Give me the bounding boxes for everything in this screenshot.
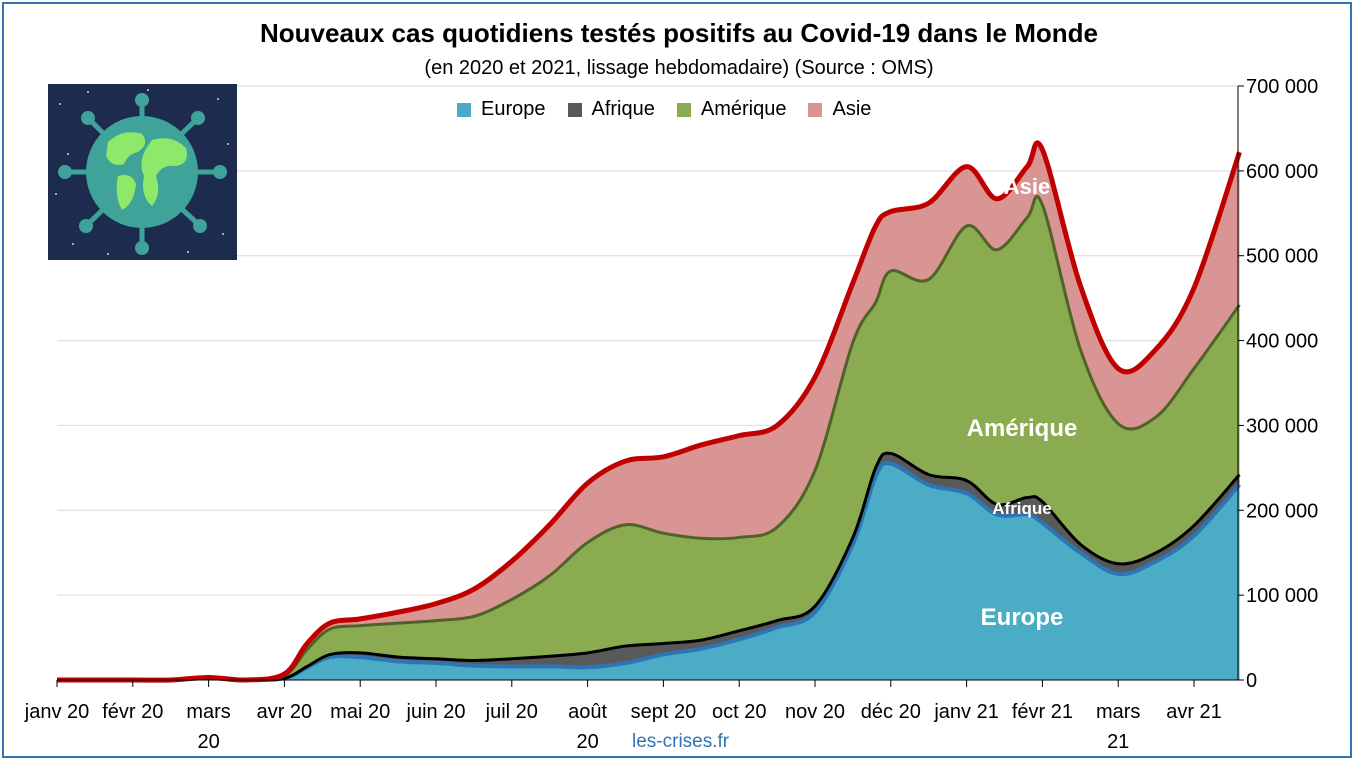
- x-tick-label: juin 20: [406, 701, 466, 723]
- source-credit: les-crises.fr: [632, 731, 730, 752]
- annotation-amerique: Amérique: [967, 415, 1078, 442]
- x-tick-label: avr 21: [1166, 701, 1222, 723]
- x-tick-label: sept 20: [631, 701, 697, 723]
- legend-label-europe: Europe: [481, 98, 546, 120]
- y-tick-label: 500 000: [1246, 246, 1318, 268]
- legend: Europe Afrique Amérique Asie: [457, 98, 871, 121]
- legend-item-amerique: Amérique: [676, 98, 787, 121]
- x-tick-label: nov 20: [785, 701, 845, 723]
- x-tick-label: févr 21: [1012, 701, 1073, 723]
- globe-virus-icon: [48, 84, 237, 260]
- x-tick-label: août: [568, 701, 607, 723]
- x-tick-label: déc 20: [861, 701, 921, 723]
- line-total: [57, 140, 1242, 683]
- legend-label-asie: Asie: [832, 98, 872, 120]
- x-tick-label: 20: [197, 731, 219, 753]
- annotation-afrique: Afrique: [992, 499, 1052, 518]
- y-tick-label: 700 000: [1246, 76, 1318, 98]
- y-tick-label: 0: [1246, 670, 1257, 692]
- x-tick-label: avr 20: [257, 701, 313, 723]
- legend-item-europe: Europe: [457, 98, 546, 121]
- chart-title: Nouveaux cas quotidiens testés positifs …: [260, 18, 1098, 48]
- legend-swatch-asie: [808, 102, 823, 117]
- annotation-asie: Asie: [1004, 174, 1050, 199]
- x-tick-label: mai 20: [330, 701, 390, 723]
- y-tick-label: 600 000: [1246, 161, 1318, 183]
- legend-item-asie: Asie: [808, 98, 871, 121]
- y-tick-label: 100 000: [1246, 585, 1318, 607]
- area-europe: [57, 463, 1240, 681]
- x-tick-label: janv 20: [24, 701, 90, 723]
- x-tick-label: juil 20: [485, 701, 538, 723]
- y-tick-label: 300 000: [1246, 415, 1318, 437]
- legend-item-afrique: Afrique: [567, 98, 655, 121]
- x-tick-label: mars: [1096, 701, 1140, 723]
- x-tick-label: 20: [576, 731, 598, 753]
- y-tick-label: 400 000: [1246, 331, 1318, 353]
- legend-label-amerique: Amérique: [700, 98, 787, 120]
- x-tick-label: 21: [1107, 731, 1129, 753]
- chart-subtitle: (en 2020 et 2021, lissage hebdomadaire) …: [424, 57, 934, 79]
- legend-swatch-afrique: [567, 102, 582, 117]
- x-tick-label: févr 20: [102, 701, 163, 723]
- legend-swatch-europe: [457, 102, 471, 117]
- x-tick-label: janv 21: [933, 701, 999, 723]
- y-tick-label: 200 000: [1246, 500, 1318, 522]
- annotation-europe: Europe: [981, 604, 1064, 631]
- legend-label-afrique: Afrique: [591, 98, 655, 120]
- legend-swatch-amerique: [676, 102, 691, 117]
- x-tick-label: mars: [186, 701, 230, 723]
- x-tick-label: oct 20: [712, 701, 766, 723]
